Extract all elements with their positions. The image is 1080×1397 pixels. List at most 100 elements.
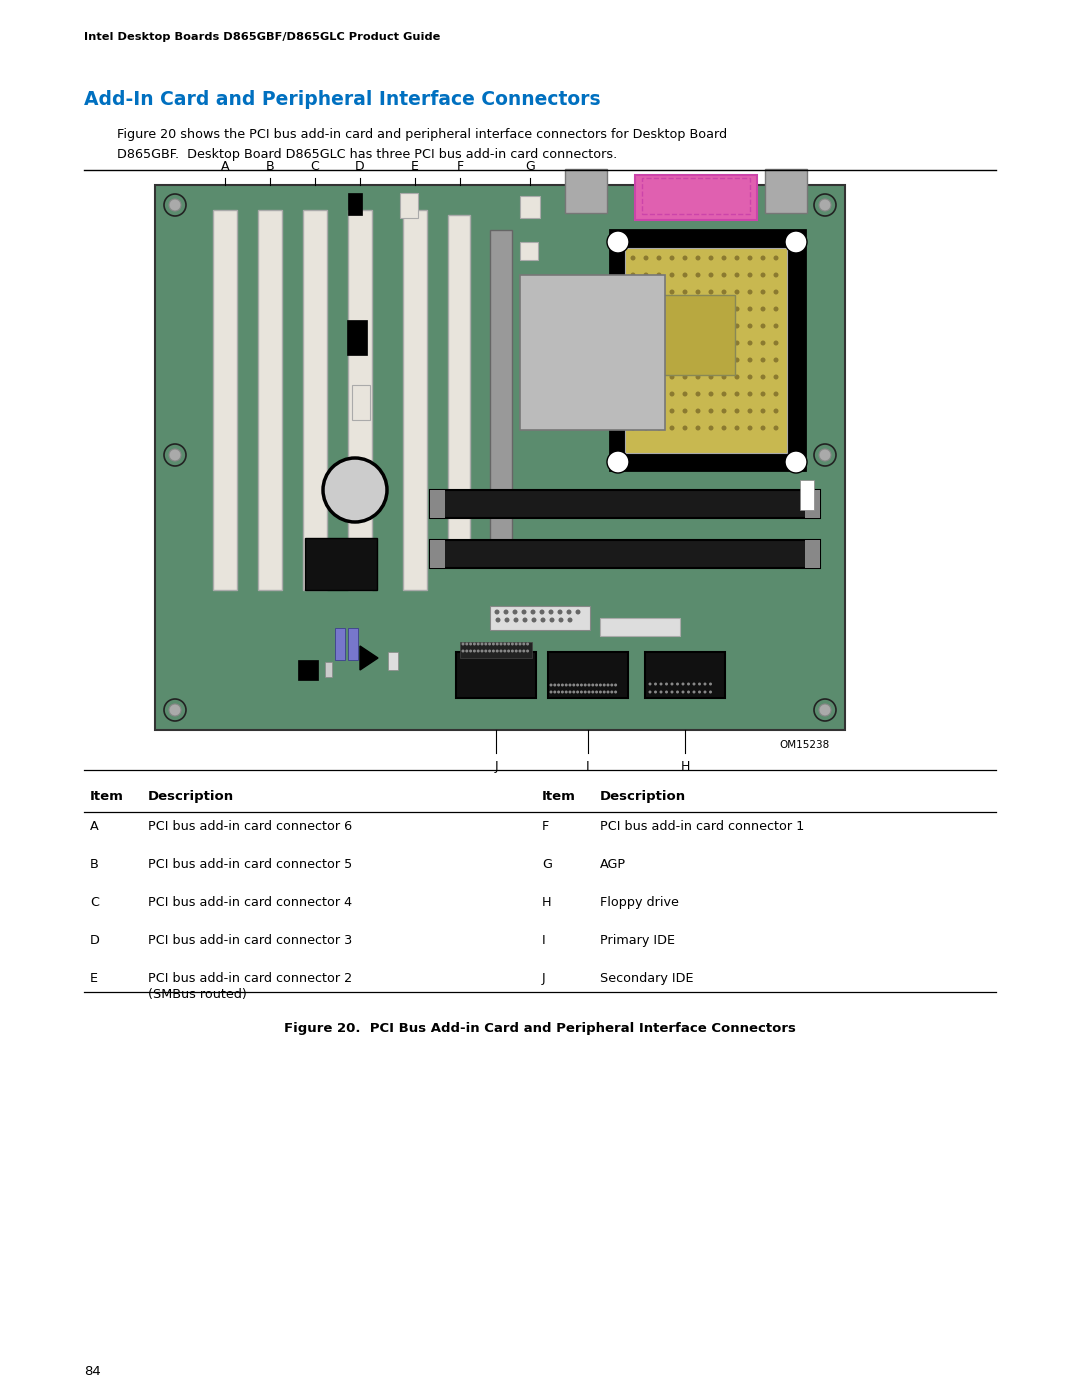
Circle shape bbox=[496, 643, 499, 645]
Circle shape bbox=[660, 690, 662, 693]
Circle shape bbox=[654, 683, 657, 686]
Circle shape bbox=[599, 683, 602, 686]
Bar bbox=[600, 617, 680, 636]
Circle shape bbox=[583, 683, 586, 686]
Circle shape bbox=[671, 690, 674, 693]
Circle shape bbox=[513, 617, 518, 623]
Circle shape bbox=[721, 391, 727, 397]
Circle shape bbox=[164, 698, 186, 721]
Circle shape bbox=[484, 643, 487, 645]
Circle shape bbox=[703, 683, 706, 686]
Circle shape bbox=[168, 448, 181, 461]
Circle shape bbox=[660, 683, 662, 686]
Circle shape bbox=[644, 426, 648, 430]
Text: (SMBus routed): (SMBus routed) bbox=[148, 988, 246, 1002]
Circle shape bbox=[568, 690, 571, 693]
Circle shape bbox=[469, 650, 472, 652]
Circle shape bbox=[583, 690, 586, 693]
Circle shape bbox=[760, 272, 766, 278]
Circle shape bbox=[473, 643, 476, 645]
Circle shape bbox=[607, 451, 629, 474]
Text: D: D bbox=[355, 161, 365, 173]
Circle shape bbox=[670, 306, 675, 312]
Circle shape bbox=[670, 374, 675, 380]
Circle shape bbox=[631, 306, 635, 312]
Circle shape bbox=[540, 617, 545, 623]
Circle shape bbox=[785, 231, 807, 253]
Text: Item: Item bbox=[90, 789, 124, 803]
Circle shape bbox=[323, 458, 387, 522]
Circle shape bbox=[708, 272, 714, 278]
Circle shape bbox=[561, 690, 564, 693]
Circle shape bbox=[523, 650, 525, 652]
Bar bbox=[548, 652, 627, 698]
Circle shape bbox=[523, 643, 525, 645]
Circle shape bbox=[773, 306, 779, 312]
Circle shape bbox=[515, 650, 517, 652]
Bar bbox=[625, 249, 787, 453]
Circle shape bbox=[692, 683, 696, 686]
Circle shape bbox=[734, 374, 740, 380]
Circle shape bbox=[760, 324, 766, 328]
Bar bbox=[348, 629, 357, 659]
Circle shape bbox=[595, 690, 598, 693]
Text: I: I bbox=[542, 935, 545, 947]
Circle shape bbox=[698, 690, 701, 693]
Circle shape bbox=[819, 704, 831, 717]
Text: 84: 84 bbox=[84, 1365, 100, 1377]
Circle shape bbox=[696, 426, 701, 430]
Circle shape bbox=[676, 683, 679, 686]
Circle shape bbox=[567, 617, 572, 623]
Circle shape bbox=[734, 324, 740, 328]
Circle shape bbox=[665, 690, 669, 693]
Circle shape bbox=[760, 341, 766, 345]
Circle shape bbox=[588, 690, 591, 693]
Text: D: D bbox=[90, 935, 99, 947]
Circle shape bbox=[747, 324, 753, 328]
Circle shape bbox=[557, 683, 561, 686]
Circle shape bbox=[526, 650, 529, 652]
Circle shape bbox=[465, 650, 469, 652]
Circle shape bbox=[773, 272, 779, 278]
Circle shape bbox=[603, 683, 606, 686]
Text: Add-In Card and Peripheral Interface Connectors: Add-In Card and Peripheral Interface Con… bbox=[84, 89, 600, 109]
Circle shape bbox=[568, 683, 571, 686]
Circle shape bbox=[511, 643, 514, 645]
Circle shape bbox=[657, 324, 661, 328]
Circle shape bbox=[576, 690, 579, 693]
Circle shape bbox=[610, 690, 613, 693]
Circle shape bbox=[681, 683, 685, 686]
Circle shape bbox=[644, 391, 648, 397]
Circle shape bbox=[461, 650, 464, 652]
Circle shape bbox=[747, 272, 753, 278]
Circle shape bbox=[644, 408, 648, 414]
Circle shape bbox=[164, 194, 186, 217]
Circle shape bbox=[518, 643, 522, 645]
Circle shape bbox=[721, 341, 727, 345]
Circle shape bbox=[696, 408, 701, 414]
Circle shape bbox=[747, 391, 753, 397]
Circle shape bbox=[683, 374, 688, 380]
Circle shape bbox=[814, 698, 836, 721]
Circle shape bbox=[747, 341, 753, 345]
Circle shape bbox=[615, 690, 617, 693]
Bar bbox=[298, 659, 318, 680]
Circle shape bbox=[819, 448, 831, 461]
Bar bbox=[610, 231, 805, 469]
Bar bbox=[565, 169, 607, 212]
Circle shape bbox=[708, 289, 714, 295]
Text: J: J bbox=[542, 972, 545, 985]
Circle shape bbox=[814, 194, 836, 217]
Bar bbox=[448, 215, 470, 560]
Circle shape bbox=[760, 289, 766, 295]
Circle shape bbox=[670, 272, 675, 278]
Text: G: G bbox=[542, 858, 552, 870]
Circle shape bbox=[531, 617, 537, 623]
Circle shape bbox=[631, 426, 635, 430]
Circle shape bbox=[657, 391, 661, 397]
Text: A: A bbox=[90, 820, 98, 833]
Bar bbox=[258, 210, 282, 590]
Bar bbox=[430, 490, 820, 518]
Circle shape bbox=[607, 231, 629, 253]
Circle shape bbox=[631, 374, 635, 380]
